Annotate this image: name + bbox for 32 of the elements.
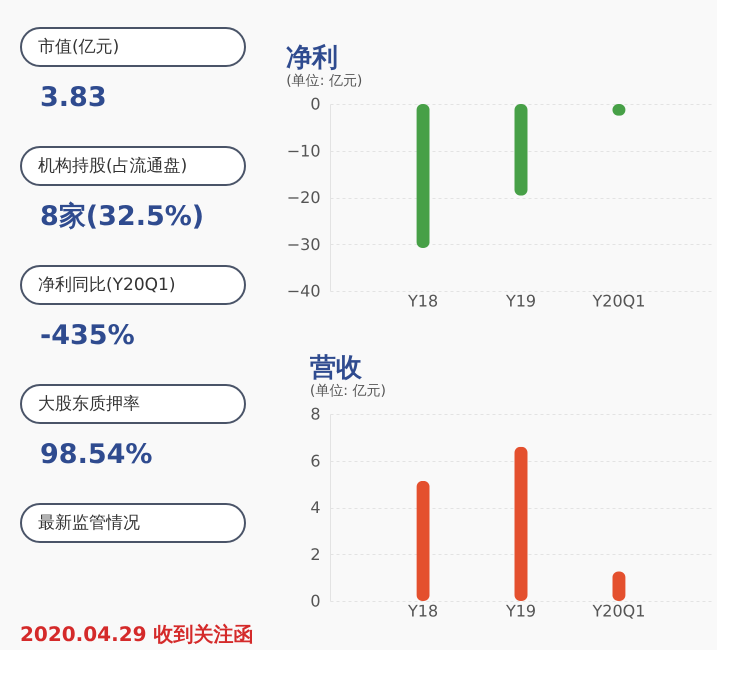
text: 98.54% [40, 439, 152, 470]
x-tick-label: Y20Q1 [591, 602, 646, 620]
y-tick-label: −20 [286, 188, 320, 207]
text: 最新监管情况 [38, 513, 140, 533]
y-tick-label: 0 [310, 592, 320, 610]
y-tick-label: −10 [286, 141, 320, 160]
y-tick-label: 4 [310, 498, 320, 517]
x-tick-label: Y19 [504, 602, 536, 620]
y-tick-label: 8 [310, 404, 320, 424]
bar [416, 480, 430, 601]
chart-subtitle: (单位: 亿元) [310, 383, 386, 399]
x-tick-label: Y20Q1 [591, 292, 646, 310]
x-tick-label: Y18 [406, 602, 438, 620]
text: 8家(32.5%) [40, 201, 204, 232]
y-tick-label: 2 [310, 544, 320, 564]
y-tick-label: 6 [310, 451, 320, 470]
chart-title: 净利 [286, 43, 338, 73]
x-tick-label: Y19 [504, 292, 536, 310]
text: 大股东质押率 [38, 394, 140, 414]
text: 市值(亿元) [38, 37, 120, 57]
chart-title: 营收 [308, 353, 363, 383]
text: 3.83 [40, 82, 107, 113]
text: 2020.04.29 收到关注函 [20, 622, 254, 646]
y-tick-label: −30 [286, 234, 320, 254]
y-tick-label: −40 [286, 282, 320, 300]
bar [514, 446, 528, 601]
chart-subtitle: (单位: 亿元) [286, 73, 362, 89]
text: 净利同比(Y20Q1) [38, 275, 176, 295]
x-tick-label: Y18 [406, 292, 438, 310]
text: -435% [40, 320, 135, 351]
y-tick-label: 0 [310, 94, 320, 114]
text: 机构持股(占流通盘) [38, 156, 188, 176]
